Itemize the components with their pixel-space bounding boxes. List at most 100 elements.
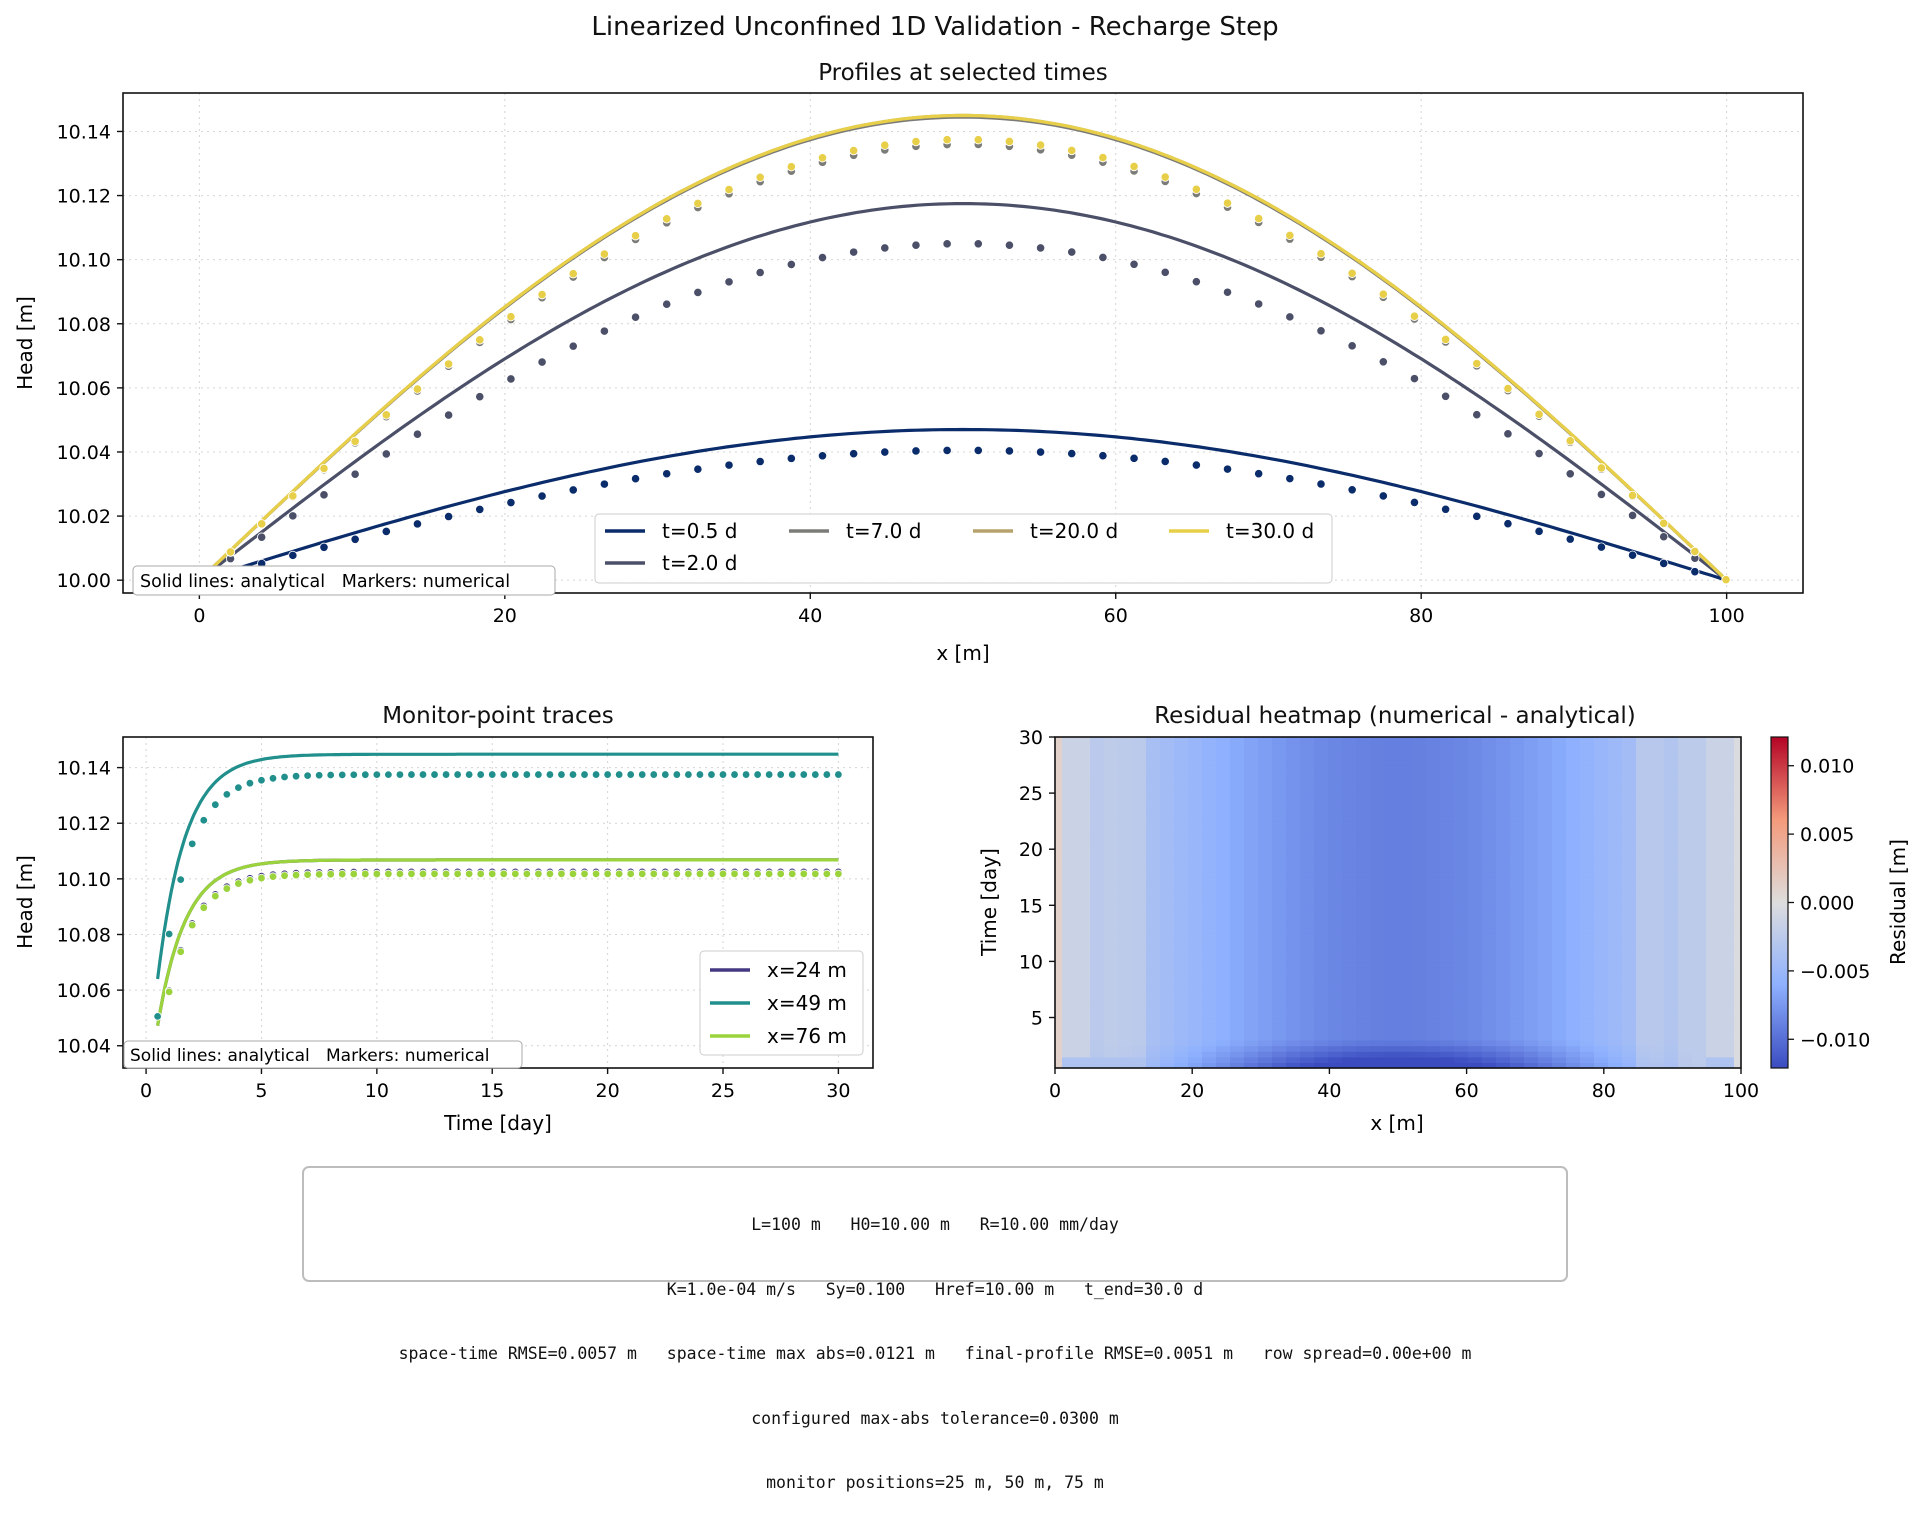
heatmap-cell (1062, 832, 1077, 839)
heatmap-cell (1720, 798, 1735, 805)
heatmap-cell (1055, 866, 1063, 873)
heatmap-cell (1384, 849, 1399, 856)
heatmap-cell (1510, 933, 1525, 940)
heatmap-cell (1608, 765, 1623, 772)
heatmap-cell (1440, 938, 1455, 946)
heatmap-cell (1384, 765, 1399, 772)
heatmap-cell (1384, 804, 1399, 811)
heatmap-cell (1636, 989, 1651, 996)
heatmap-cell (1272, 776, 1287, 783)
heatmap-cell (1286, 989, 1301, 996)
heatmap-cell (1398, 1056, 1413, 1063)
heatmap-cell (1664, 770, 1679, 777)
heatmap-cell (1160, 978, 1175, 985)
summary-box: L=100 m H0=10.00 m R=10.00 mm/day K=1.0e… (302, 1166, 1568, 1492)
heatmap-cell (1650, 1051, 1665, 1058)
heatmap-cell (1720, 882, 1735, 890)
heatmap-cell (1622, 983, 1637, 991)
heatmap-cell (1244, 804, 1259, 811)
legend-label: t=0.5 d (662, 519, 737, 543)
heatmap-cell (1426, 910, 1441, 918)
heatmap-cell (1580, 1028, 1595, 1035)
heatmap-cell (1454, 882, 1469, 890)
heatmap-cell (1132, 866, 1147, 873)
numerical-marker (319, 490, 329, 500)
heatmap-cell (1356, 815, 1371, 822)
numerical-marker (662, 214, 672, 224)
heatmap-cell (1286, 938, 1301, 946)
numerical-marker (441, 869, 451, 879)
heatmap-cell (1594, 837, 1609, 845)
numerical-marker (822, 869, 832, 879)
heatmap-cell (1664, 882, 1679, 890)
heatmap-cell (1314, 1028, 1329, 1035)
heatmap-cell (1412, 787, 1427, 794)
heatmap-cell (1118, 916, 1133, 923)
heatmap-cell (1342, 804, 1357, 811)
heatmap-cell (1174, 922, 1189, 929)
heatmap-cell (1538, 737, 1553, 744)
heatmap-cell (1524, 983, 1539, 991)
heatmap-cell (1216, 1000, 1231, 1007)
heatmap-cell (1608, 832, 1623, 839)
heatmap-cell (1650, 759, 1665, 766)
heatmap-cell (1370, 927, 1385, 934)
heatmap-cell (1328, 927, 1343, 934)
heatmap-cell (1538, 927, 1553, 934)
heatmap-cell (1622, 759, 1637, 766)
heatmap-cell (1328, 1011, 1343, 1019)
heatmap-cell (1146, 860, 1161, 867)
heatmap-cell (1370, 1023, 1385, 1030)
heatmap-cell (1482, 877, 1497, 884)
heatmap-cell (1300, 849, 1315, 856)
heatmap-cell (1706, 815, 1721, 822)
heatmap-cell (1524, 882, 1539, 890)
heatmap-cell (1076, 843, 1091, 850)
heatmap-cell (1650, 1056, 1665, 1063)
heatmap-cell (1258, 1045, 1273, 1052)
heatmap-cell (1398, 849, 1413, 856)
heatmap-cell (1734, 1039, 1742, 1047)
heatmap-cell (1622, 972, 1637, 979)
heatmap-cell (1594, 821, 1609, 828)
heatmap-cell (1055, 910, 1063, 918)
heatmap-cell (1524, 781, 1539, 789)
heatmap-cell (1062, 866, 1077, 873)
heatmap-cell (1552, 1039, 1567, 1047)
heatmap-cell (1426, 837, 1441, 845)
heatmap-cell (1398, 832, 1413, 839)
heatmap-cell (1216, 938, 1231, 946)
heatmap-cell (1636, 804, 1651, 811)
heatmap-cell (1356, 905, 1371, 912)
heatmap-cell (1720, 1034, 1735, 1041)
heatmap-cell (1062, 978, 1077, 985)
heatmap-cell (1342, 770, 1357, 777)
heatmap-cell (1104, 793, 1119, 800)
heatmap-cell (1090, 983, 1105, 991)
heatmap-cell (1062, 753, 1077, 761)
heatmap-cell (1132, 978, 1147, 985)
heatmap-cell (1538, 888, 1553, 895)
heatmap-cell (1055, 759, 1063, 766)
heatmap-cell (1118, 955, 1133, 963)
heatmap-cell (1216, 888, 1231, 895)
heatmap-cell (1384, 910, 1399, 918)
heatmap-cell (1538, 765, 1553, 772)
legend-frame (594, 513, 1333, 584)
heatmap-cell (1118, 1034, 1133, 1041)
heatmap-cell (1286, 821, 1301, 828)
heatmap-cell (1524, 888, 1539, 895)
heatmap-cell (1076, 809, 1091, 817)
heatmap-cell (1538, 753, 1553, 761)
heatmap-cell (1440, 910, 1455, 918)
heatmap-cell (1468, 877, 1483, 884)
heatmap-cell (1328, 916, 1343, 923)
heatmap-cell (1216, 1011, 1231, 1019)
heatmap-cell (1538, 854, 1553, 862)
numerical-marker (1659, 518, 1669, 528)
heatmap-cell (1538, 1062, 1553, 1069)
heatmap-cell (1384, 983, 1399, 991)
heatmap-cell (1342, 1056, 1357, 1063)
numerical-marker (649, 869, 658, 879)
heatmap-cell (1384, 837, 1399, 845)
